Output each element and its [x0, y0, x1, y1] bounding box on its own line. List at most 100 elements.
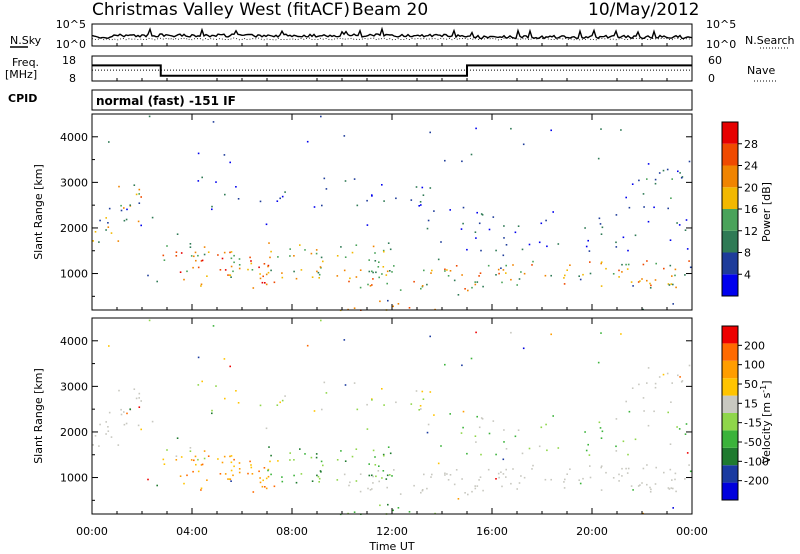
power-cell [598, 217, 601, 220]
velocity-y-axis: 1000 2000 3000 4000 [60, 335, 692, 501]
velocity-cell [392, 509, 394, 512]
power-cell [92, 240, 94, 242]
velocity-cell [470, 357, 473, 360]
velocity-cell [447, 479, 450, 481]
power-cell [140, 224, 142, 227]
power-cell [137, 220, 140, 223]
velocity-cell [678, 428, 681, 430]
cpid-label: CPID [8, 92, 37, 105]
velocity-cell [578, 479, 580, 481]
x-tick-label: 16:00 [476, 525, 508, 538]
power-cell [426, 283, 428, 286]
power-cell [479, 272, 482, 274]
x-tick-label: 00:00 [676, 525, 708, 538]
velocity-cell [359, 490, 362, 493]
power-cell [421, 186, 424, 189]
velocity-cell [444, 474, 446, 476]
velocity-cell [550, 478, 552, 481]
velocity-cell [495, 453, 497, 456]
velocity-cell [444, 472, 446, 475]
velocity-cell [620, 333, 622, 335]
power-cell [399, 289, 402, 291]
velocity-cell [492, 420, 495, 422]
velocity-cell [626, 472, 629, 474]
power-cell [176, 233, 179, 235]
power-cell [228, 274, 231, 276]
nsky-label: N.Sky [10, 34, 42, 47]
velocity-cell [336, 479, 339, 481]
power-cell [377, 266, 380, 268]
power-cell [289, 255, 291, 257]
velocity-cell [552, 415, 554, 417]
cpid-panel: CPID normal (fast) -151 IF [8, 89, 693, 111]
velocity-cell [105, 421, 107, 423]
power-cell [175, 255, 178, 257]
power-cell [552, 211, 554, 213]
colorbar-segment [722, 274, 738, 296]
power-cell [386, 282, 388, 285]
velocity-cell [658, 376, 661, 378]
velocity-cell [419, 405, 422, 407]
power-cell [258, 266, 260, 269]
power-cell [615, 214, 618, 216]
velocity-cell [94, 435, 97, 437]
velocity-cell [446, 473, 448, 475]
power-cell [189, 243, 192, 245]
velocity-cell [232, 474, 234, 477]
power-cell [247, 268, 249, 271]
colorbar-tick-label: -50 [744, 436, 762, 449]
noise-panel: N.Sky 10^5 10^0 10^5 10^0 N.Search [10, 18, 795, 51]
power-cell [120, 204, 122, 207]
velocity-cell [672, 487, 674, 490]
power-cell [224, 193, 226, 196]
velocity-cell [654, 382, 657, 385]
velocity-cell [671, 479, 673, 481]
power-cell [500, 267, 502, 269]
velocity-cell [383, 404, 385, 406]
power-cell [237, 198, 240, 200]
power-cell [653, 206, 655, 209]
velocity-cell [501, 485, 503, 488]
velocity-cell [415, 390, 418, 392]
velocity-cell [518, 482, 521, 484]
velocity-cell [389, 474, 391, 476]
velocity-cell [219, 473, 222, 475]
power-cell [321, 204, 323, 207]
power-cell [618, 276, 620, 278]
velocity-cell [259, 477, 261, 479]
power-cell [355, 244, 358, 246]
power-cell [281, 272, 283, 274]
power-cell [276, 200, 279, 202]
power-cell [677, 170, 679, 173]
velocity-cell [371, 399, 373, 401]
power-cell [589, 272, 592, 275]
power-cell [621, 271, 623, 273]
power-cell [587, 239, 589, 242]
velocity-cell [228, 478, 231, 480]
power-cell [649, 287, 652, 289]
velocity-cell [474, 485, 476, 487]
velocity-cell [410, 403, 413, 405]
velocity-cell [421, 489, 424, 491]
power-panel-frame [91, 113, 693, 311]
power-cell [514, 231, 517, 234]
power-cell [125, 218, 128, 221]
power-cell [474, 283, 477, 286]
y-tick-label: 3000 [60, 380, 88, 393]
velocity-cell [655, 466, 657, 469]
power-cell [600, 262, 602, 265]
power-cell [230, 257, 233, 260]
velocity-cell [387, 503, 389, 506]
station-title: Christmas Valley West (fitACF) [92, 0, 350, 20]
power-cell [397, 303, 400, 305]
y-tick-label: 3000 [60, 176, 88, 189]
velocity-cell [387, 446, 390, 448]
power-cell [622, 236, 625, 239]
velocity-cell [267, 469, 269, 472]
velocity-cell [197, 470, 200, 473]
power-cell [211, 208, 213, 211]
power-cell [147, 274, 149, 277]
power-cell [313, 206, 316, 208]
nsky-tick-bottom: 10^0 [56, 38, 86, 51]
